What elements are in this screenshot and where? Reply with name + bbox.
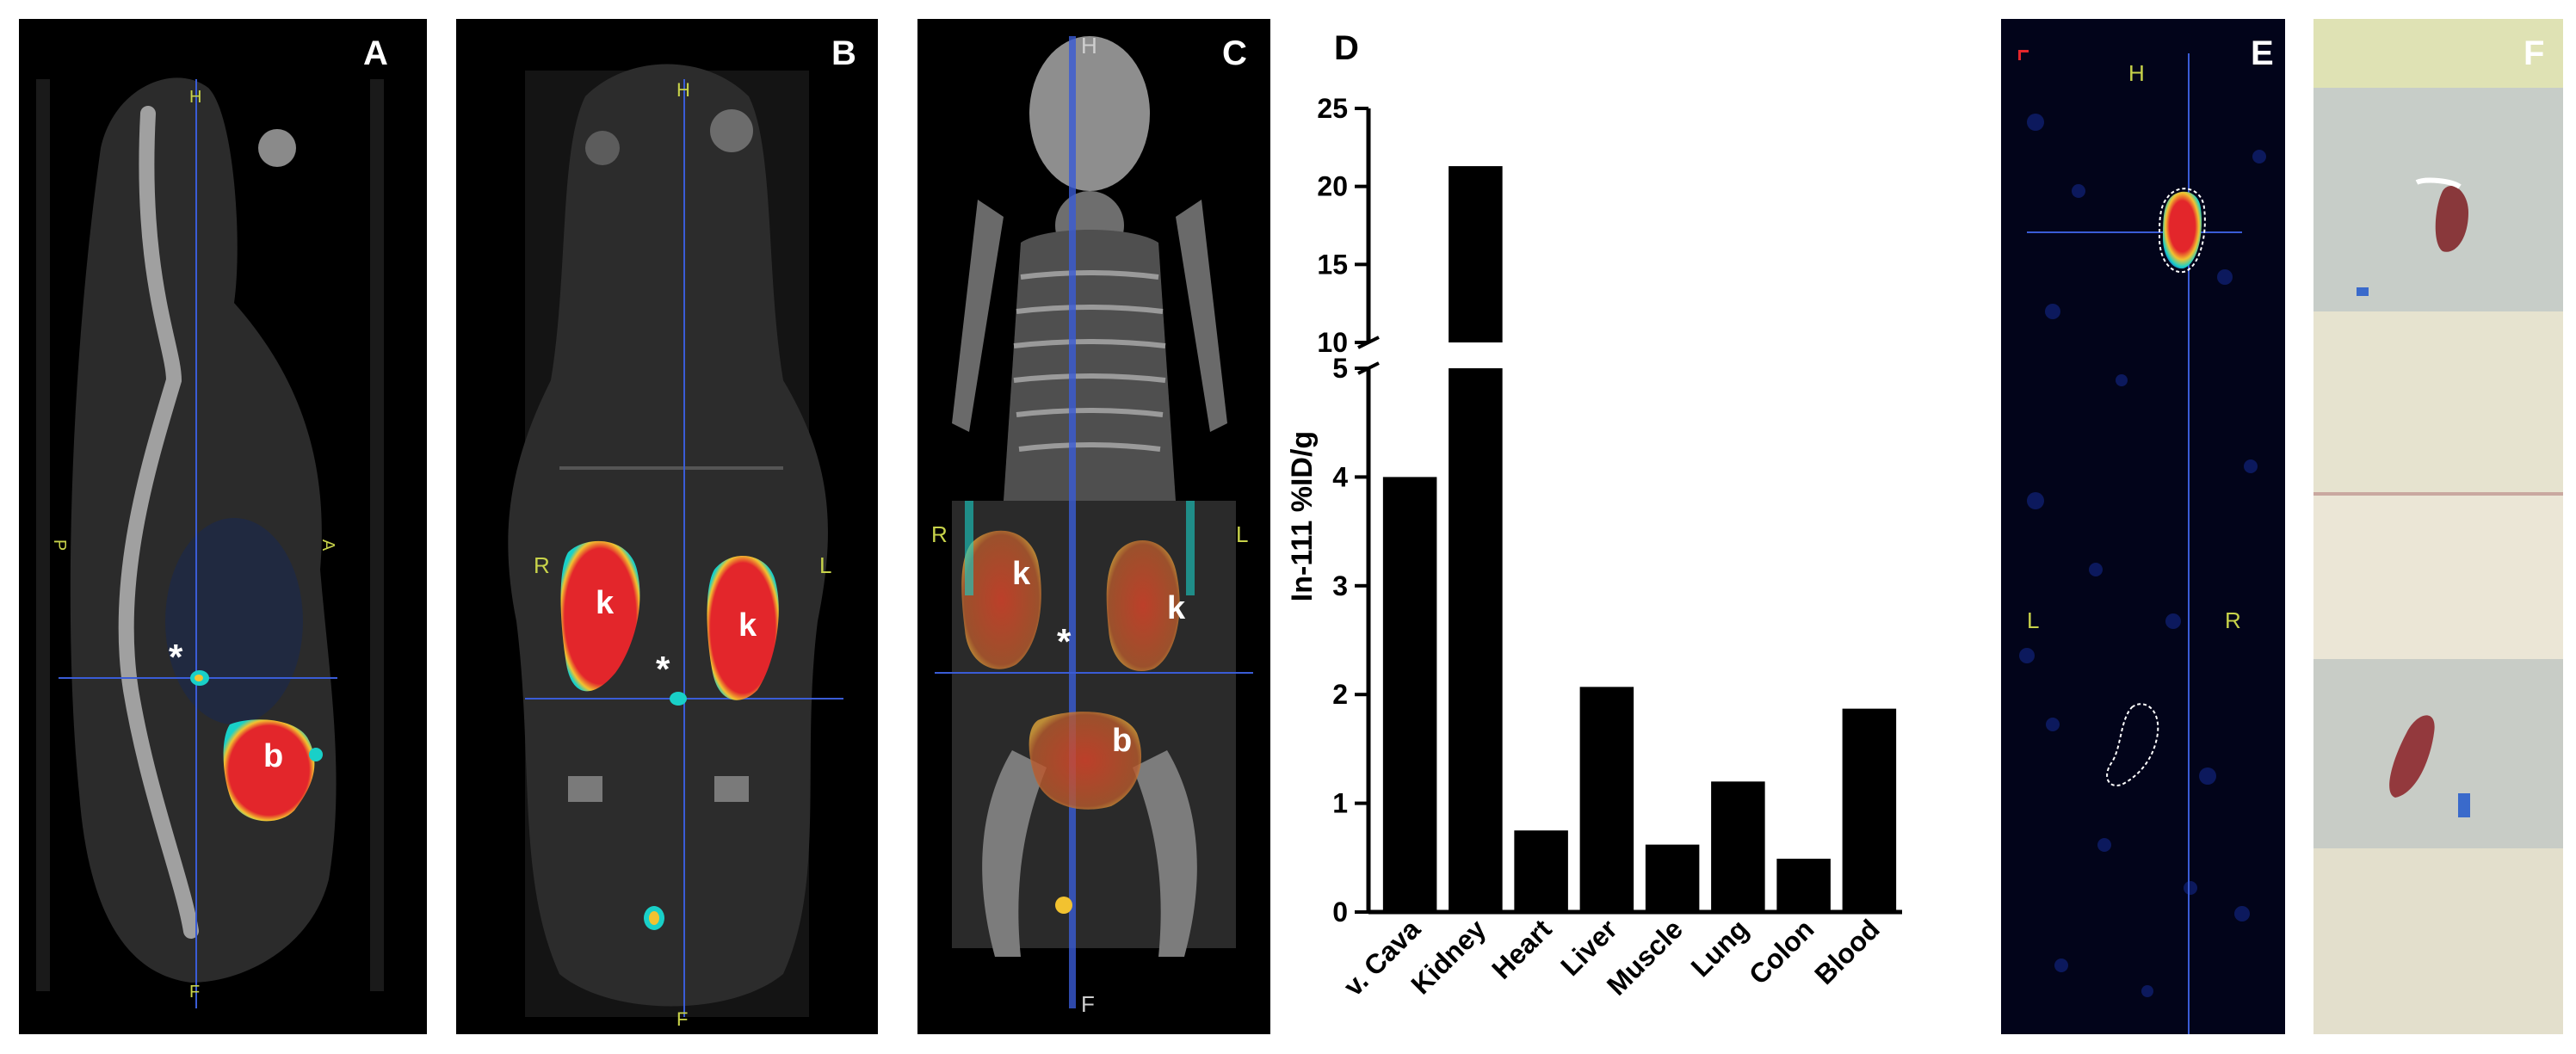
x-tick-label: Kidney xyxy=(1405,913,1492,1000)
bar-heart xyxy=(1514,830,1568,912)
panel-d-chart: D 0 1 2 3 4 5 10 15 20 25 In-111 %ID/g v. Cava Kidne… xyxy=(1282,17,1937,1050)
panel-f-label: F xyxy=(2523,34,2545,72)
y-tick-label: 3 xyxy=(1332,570,1348,601)
x-tick-label: v. Cava xyxy=(1337,913,1426,1002)
panel-e-head-mark: H xyxy=(2128,60,2145,86)
bar-chart: 0 1 2 3 4 510 15 20 25 In-111 %ID/g v. CavaKidneyH… xyxy=(1286,93,1902,1002)
panel-b-kidney-left-label: k xyxy=(596,585,615,621)
panel-b-kidney-right-label: k xyxy=(738,607,757,644)
panel-c-head-mark: H xyxy=(1081,33,1097,59)
bar-kidney-lower xyxy=(1449,368,1503,912)
panel-a-foot-mark: F xyxy=(189,983,201,1002)
panel-c-right-mark: R xyxy=(931,521,948,547)
y-tick-label: 25 xyxy=(1317,93,1348,124)
y-tick-label: 15 xyxy=(1317,249,1348,280)
bar-muscle xyxy=(1645,844,1700,912)
x-tick-label: Colon xyxy=(1743,913,1820,990)
panel-c-left-mark: L xyxy=(1236,521,1249,547)
panel-b-left-mark: L xyxy=(819,552,832,578)
panel-a-anterior-mark: A xyxy=(318,539,338,552)
panel-c-scan xyxy=(935,36,1253,1008)
x-tick-label: Blood xyxy=(1808,913,1886,990)
panel-e-right-mark: R xyxy=(2225,607,2241,633)
bar-kidney-upper xyxy=(1449,166,1503,342)
x-tick-label: Lung xyxy=(1685,913,1755,983)
panel-a-label: A xyxy=(363,34,388,72)
bar-v-cava xyxy=(1382,477,1437,912)
y-tick-label: 4 xyxy=(1332,461,1348,492)
panel-f-photo xyxy=(2313,19,2563,1034)
panel-c-kidney-right-label: k xyxy=(1167,590,1186,626)
panel-a-scan xyxy=(36,77,384,1008)
y-axis-label: In-111 %ID/g xyxy=(1286,431,1319,601)
panel-b-head-mark: H xyxy=(676,79,690,101)
y-tick-label: 5 xyxy=(1332,353,1348,384)
x-tick-label: Heart xyxy=(1486,913,1558,985)
panel-b-label: B xyxy=(831,34,856,72)
panel-c: C H F R L k k b * xyxy=(917,19,1270,1034)
panel-b: B H F R L k k * xyxy=(456,19,878,1034)
y-tick-label: 2 xyxy=(1332,679,1348,710)
y-tick-label: 0 xyxy=(1332,897,1348,928)
panel-d-label: D xyxy=(1334,29,1359,67)
panel-b-foot-mark: F xyxy=(676,1008,689,1030)
panel-c-asterisk: * xyxy=(1057,621,1072,662)
bar-liver xyxy=(1579,687,1634,912)
panel-f: F xyxy=(2313,19,2563,1034)
bar-colon xyxy=(1776,859,1831,912)
panel-b-asterisk: * xyxy=(656,649,670,689)
panel-e-scan xyxy=(2018,50,2266,1034)
panel-a: A H F P A * b xyxy=(19,19,427,1034)
panel-a-head-mark: H xyxy=(189,88,202,107)
panel-b-scan xyxy=(508,64,843,1017)
panel-a-posterior-mark: P xyxy=(50,539,70,552)
panel-c-bladder-label: b xyxy=(1112,723,1133,759)
y-tick-label: 10 xyxy=(1317,327,1348,358)
y-tick-label: 1 xyxy=(1332,788,1348,819)
panel-c-kidney-left-label: k xyxy=(1012,556,1031,592)
y-tick-label: 20 xyxy=(1317,171,1348,202)
panel-e-left-mark: L xyxy=(2027,607,2040,633)
panel-a-asterisk: * xyxy=(169,637,183,677)
bar-lung xyxy=(1711,781,1765,912)
panel-a-bladder-label: b xyxy=(263,738,284,774)
panel-e-label: E xyxy=(2251,34,2274,72)
bar-blood xyxy=(1842,708,1897,912)
panel-e: E H L R xyxy=(2001,19,2285,1034)
panel-c-label: C xyxy=(1222,34,1247,72)
panel-c-foot-mark: F xyxy=(1081,991,1095,1017)
panel-b-right-mark: R xyxy=(534,552,550,578)
